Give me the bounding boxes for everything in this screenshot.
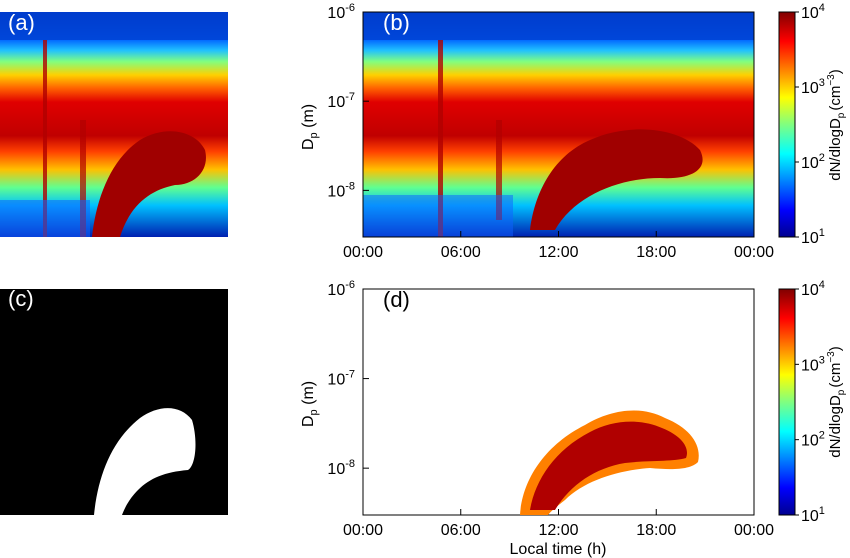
panel-b-xtick-label: 00:00 <box>734 244 774 261</box>
colorbar-bottom: 101 102 103 104 dN/dlogDp(cm−3) <box>778 279 847 525</box>
panel-a-banana-event <box>92 131 206 237</box>
panel-b-xtick-label: 06:00 <box>441 244 481 261</box>
panel-c-event-mask <box>94 408 196 515</box>
colorbar-bottom-label: dN/dlogDp(cm−3) <box>826 346 847 458</box>
panel-b-top-blue-band <box>363 12 754 40</box>
panel-d-y-axis-label: Dp (m) <box>300 381 320 427</box>
panel-d-xtick-label: 12:00 <box>538 522 578 539</box>
panel-b-spike-2 <box>496 120 502 220</box>
panel-b-y-axis-label: Dp (m) <box>300 104 320 150</box>
colorbar-bottom-ticks: 101 102 103 104 <box>795 279 825 525</box>
panel-d-letter: (d) <box>383 287 410 312</box>
panel-d-ytick-label: 10-6 <box>327 279 355 299</box>
colorbar-top-tick-label: 103 <box>801 77 825 97</box>
panel-d-y-ticks: 10-8 10-7 10-6 <box>327 279 369 478</box>
panel-b-ytick-label: 10-6 <box>327 2 355 22</box>
panel-d-xtick-label: 00:00 <box>734 522 774 539</box>
colorbar-top-tick-label: 104 <box>801 2 825 22</box>
panel-c-letter: (c) <box>8 286 34 311</box>
colorbar-top-gradient <box>778 11 796 238</box>
colorbar-top-label: dN/dlogDp(cm−3) <box>826 69 847 181</box>
colorbar-top-tick-label: 102 <box>801 152 825 172</box>
panel-b-spike-1 <box>438 40 443 237</box>
panel-a-spike-1 <box>43 40 47 237</box>
panel-b-xtick-label: 18:00 <box>636 244 676 261</box>
colorbar-bottom-tick-label: 101 <box>801 505 825 525</box>
panel-b-xtick-label: 12:00 <box>538 244 578 261</box>
panel-a: (a) <box>0 10 228 237</box>
colorbar-bottom-tick-label: 103 <box>801 354 825 374</box>
panel-a-top-blue-band <box>0 12 228 40</box>
panel-d-xtick-label: 06:00 <box>441 522 481 539</box>
panel-b-banana-event <box>530 129 703 230</box>
panel-d-ytick-label: 10-8 <box>327 458 355 478</box>
colorbar-bottom-tick-label: 104 <box>801 279 825 299</box>
colorbar-top: 101 102 103 104 dN/dlogDp(cm−3) <box>778 2 847 247</box>
panel-b-letter: (b) <box>383 10 410 35</box>
panel-a-letter: (a) <box>8 10 35 35</box>
panel-d-x-ticks: 00:00 06:00 12:00 18:00 00:00 <box>343 509 774 539</box>
panel-b-ytick-label: 10-7 <box>327 91 355 111</box>
panel-b-x-ticks: 00:00 06:00 12:00 18:00 00:00 <box>343 231 774 261</box>
colorbar-top-tick-label: 101 <box>801 227 825 247</box>
panel-d-ytick-label: 10-7 <box>327 369 355 389</box>
panel-d-xtick-label: 18:00 <box>636 522 676 539</box>
panel-b-bottom-noise <box>363 195 513 237</box>
panel-d-event-core <box>530 421 687 510</box>
panel-b-xtick-label: 00:00 <box>343 244 383 261</box>
panel-b: (b) 10-810-710-6 00:00 06:00 12:00 18:00 00:… <box>300 2 774 261</box>
panel-c: (c) <box>0 286 228 515</box>
panel-b-y-ticks: 10-8 10-7 10-6 <box>327 2 369 200</box>
panel-d: (d) 10-810-710-6 00:00 06:00 12:00 18:00 00:… <box>300 279 774 558</box>
panel-b-ytick-label: 10-8 <box>327 180 355 200</box>
panel-d-x-axis-label: Local time (h) <box>510 541 607 558</box>
colorbar-bottom-tick-label: 102 <box>801 430 825 450</box>
colorbar-top-ticks: 101 102 103 104 <box>795 2 825 247</box>
panel-d-xtick-label: 00:00 <box>343 522 383 539</box>
panel-a-bottom-noise <box>0 200 90 237</box>
colorbar-bottom-gradient <box>778 288 796 516</box>
panel-a-spike-2 <box>80 120 86 237</box>
